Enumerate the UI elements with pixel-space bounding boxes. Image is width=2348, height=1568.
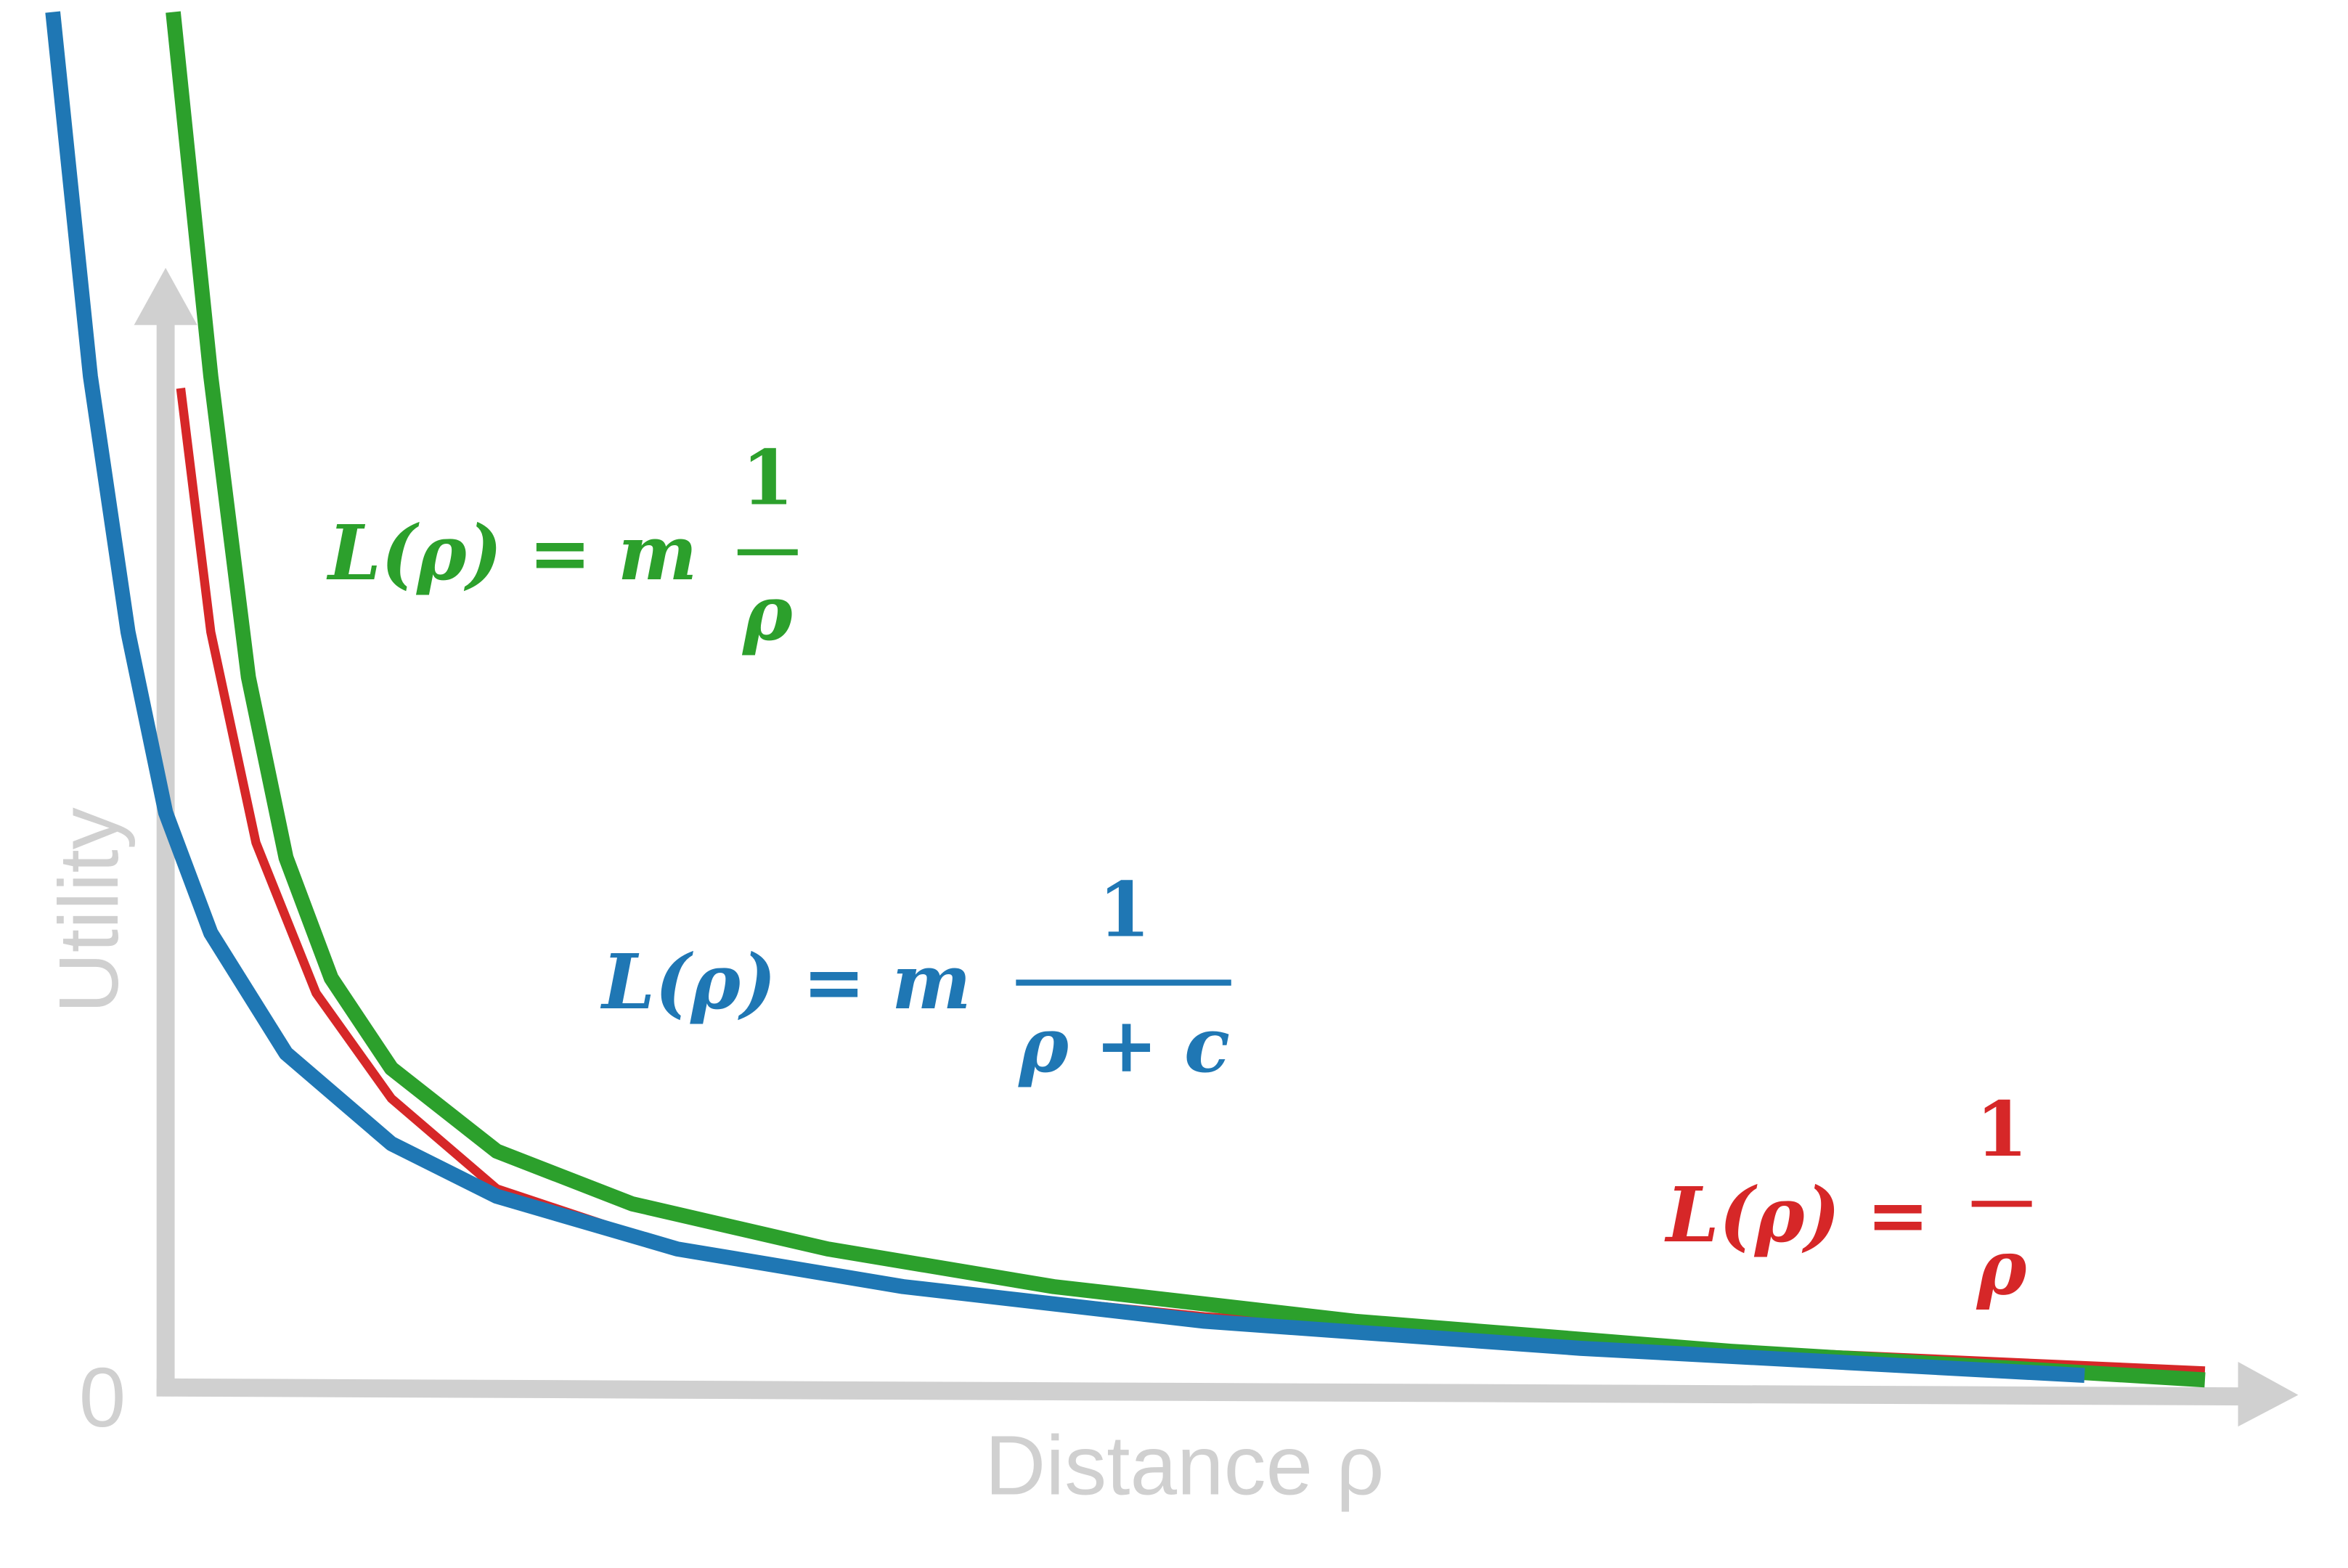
y-axis-label: Utility bbox=[41, 807, 136, 1013]
origin-label: 0 bbox=[79, 1350, 126, 1445]
formula-denominator: ρ bbox=[742, 570, 794, 658]
formula-blue: L(ρ) = m 1 ρ + c bbox=[600, 866, 1231, 1090]
formula-lhs: L(ρ) = m bbox=[600, 939, 971, 1026]
curves bbox=[45, 11, 2206, 1388]
formula-red: L(ρ) = 1 ρ bbox=[1664, 1086, 2032, 1312]
green-curve bbox=[166, 11, 2206, 1388]
formula-lhs: L(ρ) = bbox=[1664, 1172, 1930, 1259]
x-arrow bbox=[2238, 1362, 2299, 1427]
formula-numerator: 1 bbox=[1976, 1086, 2028, 1174]
y-arrow bbox=[134, 267, 197, 325]
blue-curve bbox=[45, 11, 2085, 1384]
formula-denominator: ρ bbox=[1976, 1225, 2028, 1312]
x-axis-label: Distance ρ bbox=[985, 1418, 1385, 1512]
fraction-bar bbox=[1016, 979, 1231, 986]
x-axis bbox=[156, 1378, 2246, 1406]
formula-numerator: 1 bbox=[1098, 866, 1151, 954]
fraction-bar bbox=[1971, 1201, 2032, 1207]
formula-numerator: 1 bbox=[741, 434, 794, 522]
axes bbox=[134, 267, 2299, 1427]
formula-denominator: ρ + c bbox=[1018, 1002, 1230, 1090]
formula-green: L(ρ) = m 1 ρ bbox=[326, 434, 798, 658]
fraction-bar bbox=[737, 549, 798, 555]
formula-lhs: L(ρ) = m bbox=[326, 510, 697, 597]
